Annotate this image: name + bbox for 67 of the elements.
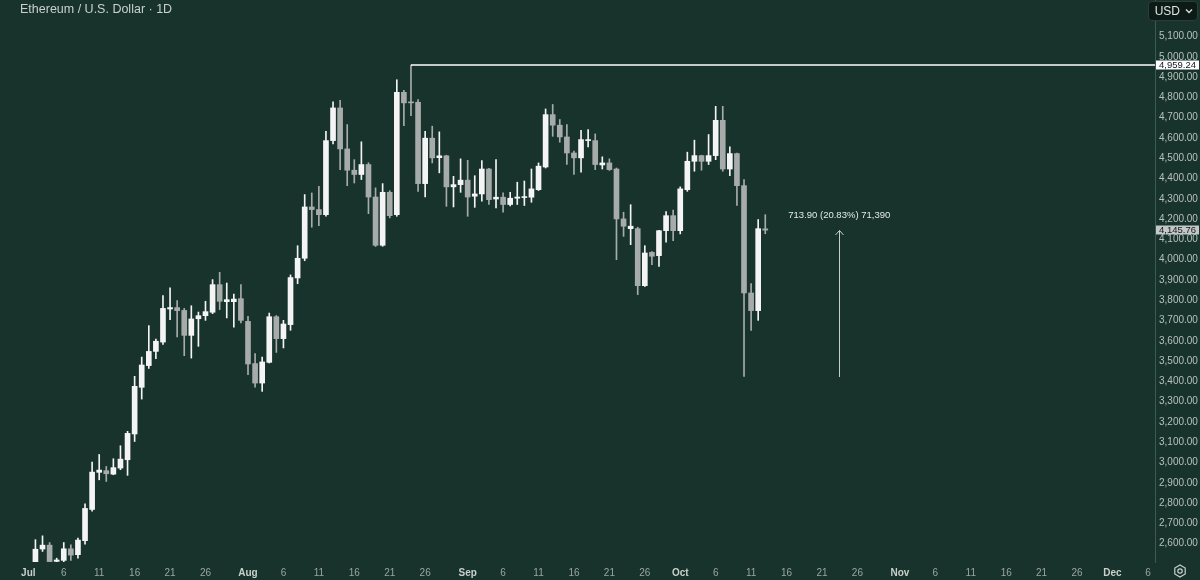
x-tick-label: 16 (1000, 566, 1013, 578)
x-tick-label: 6 (500, 566, 507, 578)
y-tick-label: 3,400.00 (1159, 375, 1199, 387)
candlestick (571, 150, 577, 175)
x-tick-label: 26 (419, 566, 432, 578)
y-tick-label: 4,100.00 (1159, 233, 1199, 245)
y-tick-label: 2,900.00 (1159, 476, 1199, 488)
y-tick-label: 2,600.00 (1159, 537, 1199, 549)
y-tick-label: 3,800.00 (1159, 294, 1199, 306)
y-tick-label: 5,000.00 (1159, 50, 1199, 62)
y-tick-label: 3,700.00 (1159, 314, 1199, 326)
x-tick-label: 26 (639, 566, 651, 578)
y-tick-label: 3,500.00 (1159, 354, 1199, 366)
annotation: 713.90 (20.83%) 71,390 (788, 209, 891, 220)
x-tick-label: 16 (129, 566, 141, 578)
x-tick-label: Jul (21, 566, 36, 578)
ref-line-label: 4,959.24 (1159, 59, 1196, 71)
y-tick-label: 3,000.00 (1159, 456, 1199, 468)
x-tick-label: 16 (780, 566, 793, 578)
x-tick-label: 21 (1036, 566, 1048, 578)
y-tick-label: 4,200.00 (1159, 212, 1199, 224)
y-tick-label: 5,100.00 (1159, 30, 1199, 42)
y-tick-label: 2,800.00 (1159, 496, 1199, 508)
x-tick-label: 6 (1145, 566, 1152, 578)
x-tick-label: 21 (816, 566, 828, 578)
x-tick-label: Nov (890, 566, 910, 578)
text: 4,145.76 (1159, 224, 1196, 236)
y-tick-label: 4,300.00 (1159, 192, 1199, 204)
x-tick-label: 6 (712, 566, 719, 578)
x-tick-label: Oct (671, 566, 690, 578)
x-tick-label: Dec (1103, 566, 1123, 578)
y-tick-label: 3,600.00 (1159, 334, 1199, 346)
y-tick-label: 3,100.00 (1159, 436, 1199, 448)
candlestick (471, 175, 478, 208)
y-tick-label: 4,700.00 (1159, 111, 1199, 123)
chart-title: Ethereum / U.S. Dollar · 1D (20, 2, 173, 17)
x-tick-label: 16 (568, 566, 580, 578)
y-tick-label: 4,500.00 (1159, 152, 1199, 163)
x-tick-label: 11 (313, 566, 325, 578)
x-tick-label: 21 (164, 566, 177, 578)
x-tick-label: 11 (94, 566, 105, 578)
y-axis-title: USD (1154, 4, 1180, 18)
y-tick-label: 4,900.00 (1159, 70, 1199, 82)
x-tick-label: 16 (348, 566, 361, 578)
x-tick-label: 11 (965, 566, 977, 578)
y-tick-label: 3,300.00 (1159, 395, 1199, 407)
x-tick-label: 26 (851, 566, 864, 578)
x-tick-label: 6 (60, 566, 67, 578)
y-tick-label: 3,900.00 (1159, 273, 1199, 285)
x-tick-label: 26 (199, 566, 212, 578)
x-tick-label: Aug (238, 566, 258, 578)
y-tick-label: 2,700.00 (1159, 517, 1199, 529)
y-tick-label: 4,000.00 (1159, 253, 1199, 265)
candlestick (103, 466, 110, 482)
y-tick-label: 4,800.00 (1159, 91, 1199, 103)
x-tick-label: 11 (745, 566, 757, 578)
y-tick-label: 3,200.00 (1159, 415, 1199, 427)
y-tick-label: 4,600.00 (1159, 131, 1199, 143)
x-tick-label: 26 (1071, 566, 1084, 578)
x-tick-label: 6 (932, 566, 939, 578)
x-tick-label: Sep (458, 566, 477, 578)
x-tick-label: 6 (280, 566, 287, 578)
y-tick-label: 4,400.00 (1159, 172, 1199, 184)
x-tick-label: 11 (533, 566, 545, 578)
x-tick-label: 21 (384, 566, 396, 578)
candlestick (436, 131, 443, 174)
x-tick-label: 21 (603, 566, 616, 578)
